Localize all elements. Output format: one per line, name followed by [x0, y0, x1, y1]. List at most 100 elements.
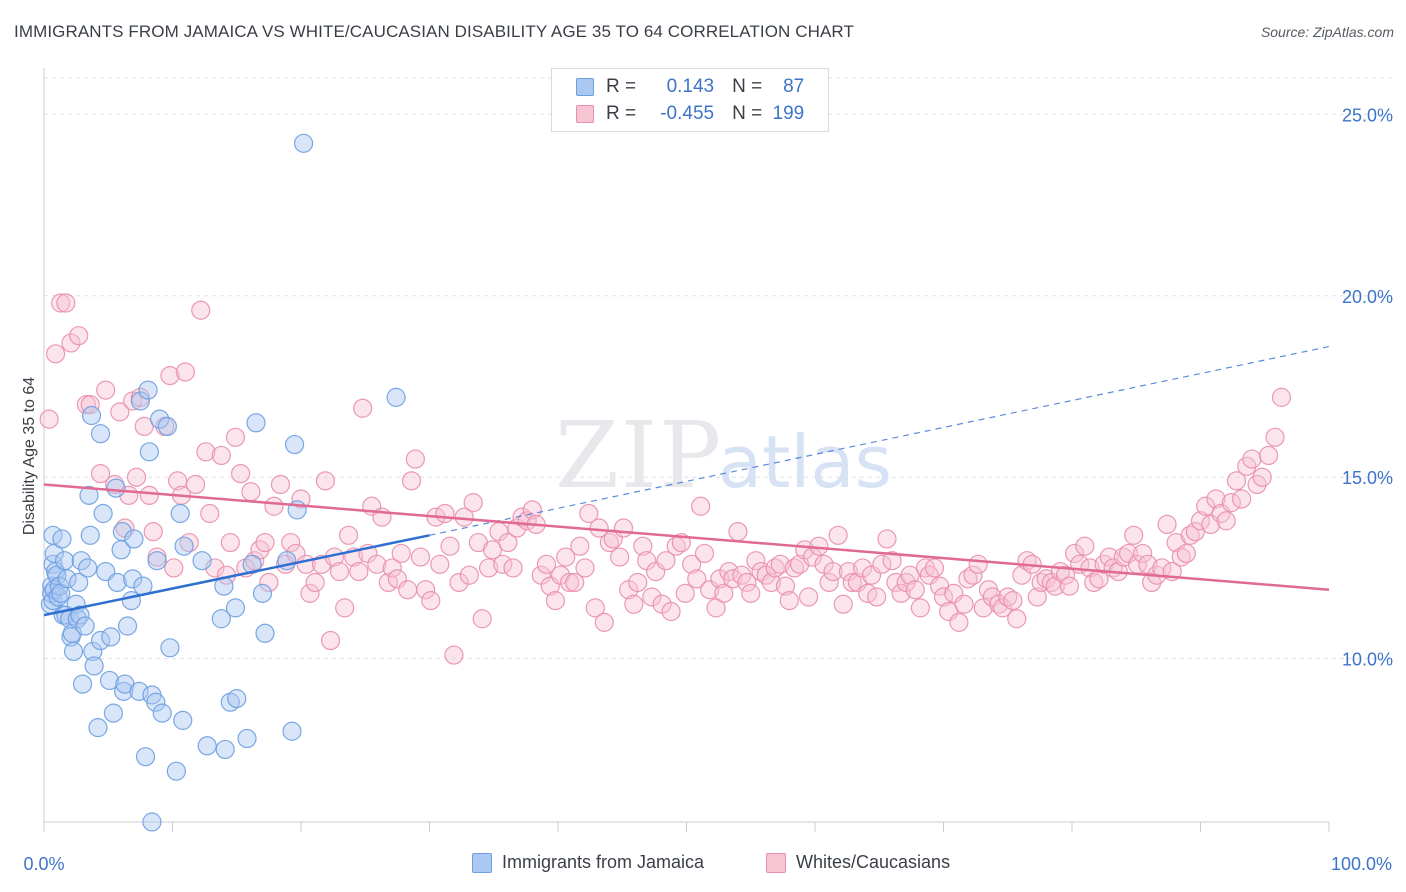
trend-lines: [43, 345, 1330, 617]
watermark: ZIP atlas: [555, 402, 892, 509]
whites-point: [61, 333, 81, 353]
whites-point: [675, 583, 695, 603]
whites-point: [872, 554, 892, 574]
jamaica-point: [160, 638, 180, 658]
whites-point: [1176, 543, 1196, 564]
whites-point: [51, 293, 71, 313]
watermark-zip: ZIP: [555, 402, 723, 509]
jamaica-point: [142, 812, 162, 832]
jamaica-point: [173, 710, 193, 730]
legend-n-value: 199: [772, 103, 805, 124]
whites-point: [867, 587, 887, 607]
whites-point: [770, 554, 790, 574]
whites-point: [1099, 547, 1119, 567]
whites-point: [449, 572, 469, 593]
whites-point: [186, 474, 206, 495]
whites-point: [570, 536, 590, 556]
whites-point: [741, 583, 761, 603]
whites-point: [259, 572, 279, 593]
whites-point: [1226, 471, 1247, 491]
whites-point: [1007, 609, 1027, 629]
whites-point: [305, 572, 325, 593]
jamaica-point: [129, 681, 149, 701]
jamaica-point: [220, 692, 240, 712]
whites-point: [963, 565, 983, 585]
bottom-legend-swatch-pink: [766, 852, 786, 873]
whites-point: [784, 558, 805, 578]
whites-point: [687, 569, 707, 589]
whites-point: [459, 565, 479, 585]
jamaica-point: [252, 583, 273, 603]
whites-point: [1064, 543, 1085, 564]
whites-point: [191, 300, 211, 320]
whites-point: [545, 591, 566, 611]
whites-point: [405, 449, 425, 469]
jamaica-point: [75, 616, 95, 636]
whites-point: [682, 554, 702, 574]
whites-point: [761, 572, 781, 593]
whites-point: [281, 532, 301, 553]
jamaica-point: [386, 387, 406, 407]
jamaica-point: [282, 721, 302, 741]
whites-point: [882, 551, 902, 571]
jamaica-point: [67, 609, 88, 629]
chart-title: IMMIGRANTS FROM JAMAICA VS WHITE/CAUCASI…: [14, 22, 854, 41]
whites-point: [430, 554, 450, 574]
bottom-legend-jamaica: Immigrants from Jamaica: [472, 852, 704, 873]
jamaica-trend-line: [43, 534, 430, 617]
whites-point: [905, 580, 925, 600]
whites-point: [594, 612, 614, 632]
whites-point: [737, 572, 757, 593]
whites-point: [833, 594, 853, 614]
whites-point: [1003, 591, 1023, 611]
whites-point: [575, 558, 595, 578]
jamaica-point: [146, 692, 166, 712]
whites-point: [998, 587, 1018, 607]
whites-point: [56, 293, 76, 313]
whites-point: [382, 558, 402, 578]
whites-point: [1185, 522, 1205, 542]
whites-point: [565, 572, 585, 593]
whites-point: [1124, 525, 1144, 545]
whites-point: [134, 416, 154, 437]
whites-point: [656, 551, 676, 571]
whites-point: [440, 536, 460, 556]
whites-point: [819, 572, 839, 593]
jamaica-point: [242, 554, 262, 574]
whites-point: [231, 463, 251, 484]
jamaica-point: [78, 558, 98, 578]
whites-point: [779, 591, 799, 611]
whites-point: [877, 529, 897, 549]
jamaica-point: [57, 569, 77, 589]
whites-point: [315, 471, 336, 491]
whites-trend-line: [43, 483, 1330, 591]
whites-point: [1157, 514, 1177, 535]
jamaica-point: [225, 598, 246, 618]
whites-point: [349, 561, 369, 582]
whites-point: [1252, 467, 1272, 487]
whites-point: [949, 612, 969, 632]
whites-point: [444, 645, 464, 665]
whites-point: [624, 594, 644, 614]
whites-point: [479, 558, 499, 578]
y-tick-label: 10.0%: [1342, 650, 1393, 670]
whites-point: [472, 609, 492, 629]
jamaica-point: [117, 616, 138, 636]
jamaica-point: [70, 605, 90, 625]
whites-point: [714, 583, 734, 603]
jamaica-point: [101, 627, 121, 647]
legend-n-label: N =: [732, 76, 763, 97]
legend-row-whites: R = -0.455 N = 199: [576, 102, 804, 126]
whites-point: [536, 554, 557, 574]
whites-point: [691, 496, 711, 516]
source-credit: Source: ZipAtlas.com: [1260, 24, 1394, 40]
jamaica-point: [192, 551, 212, 571]
whites-point: [933, 587, 954, 607]
whites-point: [225, 427, 246, 447]
whites-point: [435, 503, 455, 524]
whites-point: [775, 576, 796, 596]
legend-r-label: R =: [606, 76, 637, 97]
whites-point: [416, 580, 436, 600]
jamaica-point: [54, 551, 75, 571]
whites-point: [579, 503, 599, 524]
